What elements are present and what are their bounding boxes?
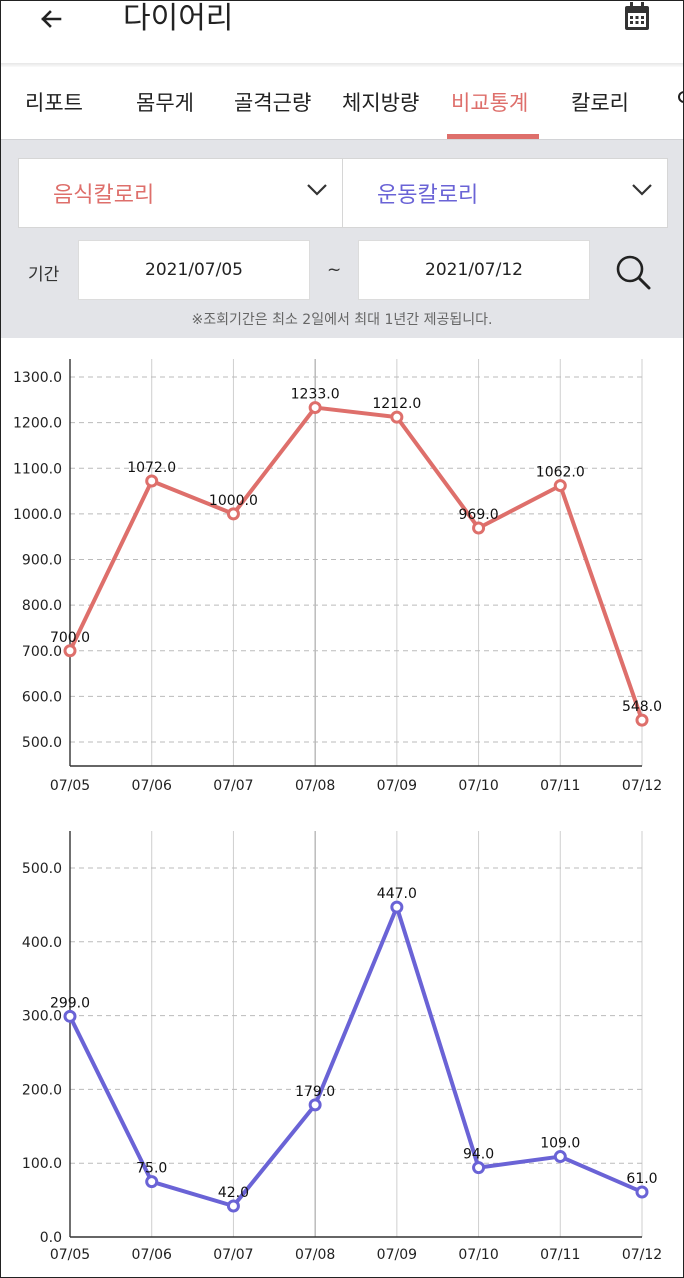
search-icon[interactable] — [613, 252, 653, 292]
x-tick-label: 07/10 — [458, 778, 498, 794]
exercise-calorie-select-label: 운동칼로리 — [377, 183, 479, 208]
data-point — [63, 644, 77, 658]
y-tick-label: 500.0 — [22, 735, 62, 751]
data-label: 42.0 — [218, 1185, 249, 1201]
y-tick-label: 700.0 — [22, 644, 62, 660]
data-point — [635, 713, 649, 727]
x-tick-label: 07/05 — [50, 778, 90, 794]
data-label: 700.0 — [50, 630, 90, 646]
calendar-icon[interactable] — [621, 1, 653, 33]
data-label: 1072.0 — [127, 460, 176, 476]
data-point — [472, 1161, 486, 1175]
chevron-down-icon — [632, 184, 652, 196]
exercise-calorie-chart: 0.0 100.0 200.0 300.0 400.0 500.0 07/05 07/06 07… — [22, 831, 662, 1263]
data-label: 109.0 — [540, 1136, 580, 1152]
tab-calorie[interactable]: 칼로리 — [571, 91, 629, 115]
x-tick-label: 07/08 — [295, 778, 335, 794]
data-label: 94.0 — [463, 1147, 494, 1163]
data-label: 179.0 — [295, 1084, 335, 1100]
y-tick-label: 200.0 — [22, 1082, 62, 1098]
y-tick-label: 400.0 — [22, 935, 62, 951]
x-tick-label: 07/06 — [132, 778, 172, 794]
data-label: 548.0 — [622, 699, 662, 715]
tab-compare-stats[interactable]: 비교통계 — [451, 91, 529, 115]
period-notice: ※조회기간은 최소 2일에서 최대 1년간 제공됩니다. — [191, 312, 493, 328]
page-title: 다이어리 — [123, 1, 234, 36]
data-point — [63, 1009, 77, 1023]
data-label: 969.0 — [459, 507, 499, 523]
data-point — [308, 1098, 322, 1112]
data-point — [145, 474, 159, 488]
y-tick-label: 1300.0 — [13, 370, 62, 386]
x-tick-label: 07/11 — [540, 778, 580, 794]
data-point — [553, 479, 567, 493]
start-date-value: 2021/07/05 — [145, 260, 243, 280]
header-shadow — [1, 63, 683, 67]
y-tick-label: 100.0 — [22, 1156, 62, 1172]
chevron-down-icon — [307, 184, 327, 196]
date-separator: ~ — [327, 260, 342, 280]
y-tick-label: 1100.0 — [13, 461, 62, 477]
y-tick-label: 1000.0 — [13, 507, 62, 523]
filter-panel: 음식칼로리 운동칼로리 기간 2021/07/05 ~ 2021/07/12 ※… — [1, 139, 683, 338]
data-point — [145, 1175, 159, 1189]
app-header: 다이어리 — [1, 1, 683, 63]
series-line — [68, 405, 644, 721]
tab-bar: 리포트 몸무게 골격근량 체지방량 비교통계 칼로리 — [1, 67, 683, 139]
arrow-left-icon[interactable] — [35, 3, 67, 35]
y-tick-label: 0.0 — [40, 1230, 62, 1246]
y-tick-label: 600.0 — [22, 689, 62, 705]
data-point — [390, 900, 404, 914]
x-tick-label: 07/08 — [295, 1247, 335, 1263]
active-tab-indicator — [447, 134, 539, 139]
x-tick-label: 07/09 — [377, 778, 417, 794]
x-tick-label: 07/10 — [458, 1247, 498, 1263]
data-point — [390, 410, 404, 424]
period-label: 기간 — [28, 265, 60, 285]
data-label: 1233.0 — [291, 387, 340, 403]
data-label: 61.0 — [626, 1171, 657, 1187]
data-label: 447.0 — [377, 886, 417, 902]
end-date-value: 2021/07/12 — [425, 260, 523, 280]
y-tick-label: 1200.0 — [13, 416, 62, 432]
series-line — [68, 905, 643, 1209]
data-point — [635, 1185, 649, 1199]
x-tick-label: 07/07 — [213, 778, 253, 794]
data-label: 1062.0 — [536, 465, 585, 481]
x-tick-label: 07/11 — [540, 1247, 580, 1263]
tab-body-fat[interactable]: 체지방량 — [342, 91, 420, 115]
exercise-calorie-select[interactable]: 운동칼로리 — [342, 158, 668, 228]
data-label: 75.0 — [136, 1161, 167, 1177]
tab-weight[interactable]: 몸무게 — [136, 91, 194, 115]
tab-muscle-mass[interactable]: 골격근량 — [234, 91, 312, 115]
y-tick-label: 900.0 — [22, 553, 62, 569]
data-point — [308, 401, 322, 415]
food-calorie-chart: 500.0 600.0 700.0 800.0 900.0 1000.0 1100.0 120… — [13, 359, 662, 794]
data-point — [226, 1199, 240, 1213]
x-tick-label: 07/06 — [132, 1247, 172, 1263]
end-date-field[interactable]: 2021/07/12 — [358, 240, 590, 300]
x-tick-label: 07/12 — [622, 778, 662, 794]
data-point — [553, 1150, 567, 1164]
y-tick-label: 300.0 — [22, 1009, 62, 1025]
data-label: 1212.0 — [372, 396, 421, 412]
food-calorie-select-label: 음식칼로리 — [53, 183, 155, 208]
x-tick-label: 07/12 — [622, 1247, 662, 1263]
x-tick-label: 07/09 — [377, 1247, 417, 1263]
food-calorie-select[interactable]: 음식칼로리 — [18, 158, 343, 228]
tab-report[interactable]: 리포트 — [25, 91, 83, 115]
data-label: 1000.0 — [209, 493, 258, 509]
y-tick-label: 800.0 — [22, 598, 62, 614]
data-label: 299.0 — [50, 995, 90, 1011]
data-point — [472, 521, 486, 535]
x-tick-label: 07/05 — [50, 1247, 90, 1263]
x-tick-label: 07/07 — [213, 1247, 253, 1263]
y-tick-label: 500.0 — [22, 861, 62, 877]
more-tabs-indicator — [677, 89, 683, 103]
start-date-field[interactable]: 2021/07/05 — [78, 240, 310, 300]
data-point — [226, 507, 240, 521]
